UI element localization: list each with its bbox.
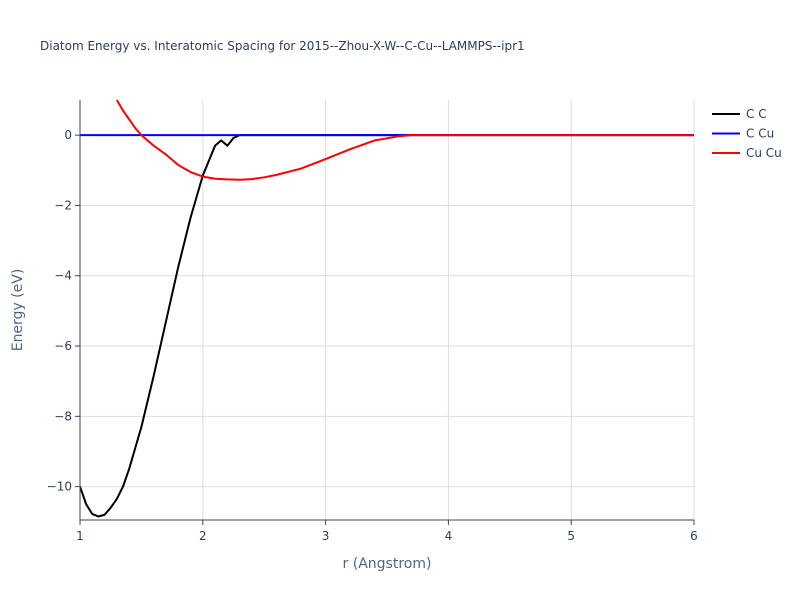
legend-item[interactable]: Cu Cu: [712, 146, 782, 160]
legend-item[interactable]: C Cu: [712, 127, 774, 141]
legend-label: Cu Cu: [746, 146, 782, 160]
y-tick-label: −10: [47, 480, 72, 494]
tick-labels: 1 2 3 4 5 6 0 −2 −4 −6 −8 −10: [47, 128, 698, 543]
x-tick-label: 2: [199, 529, 207, 543]
x-axis-title: r (Angstrom): [343, 556, 432, 572]
series-line-cu-cu: [115, 100, 694, 181]
legend-label: C Cu: [746, 127, 774, 141]
legend-label: C C: [746, 107, 767, 121]
y-tick-label: −8: [54, 409, 72, 423]
x-tick-label: 6: [690, 529, 698, 543]
x-tick-label: 4: [445, 529, 453, 543]
series-line-c-c: [80, 134, 694, 518]
grid: [80, 100, 695, 520]
legend-item[interactable]: C C: [712, 107, 767, 121]
y-axis-title: Energy (eV): [10, 269, 26, 352]
y-tick-label: 0: [64, 128, 72, 142]
y-tick-label: −2: [54, 198, 72, 212]
chart-title: Diatom Energy vs. Interatomic Spacing fo…: [40, 39, 525, 53]
x-tick-label: 1: [76, 529, 84, 543]
y-tick-label: −6: [54, 339, 72, 353]
x-tick-label: 5: [567, 529, 575, 543]
x-tick-label: 3: [322, 529, 330, 543]
series-lines: [80, 100, 694, 518]
legend: C C C Cu Cu Cu: [712, 107, 782, 160]
y-tick-label: −4: [54, 269, 72, 283]
axes: [75, 100, 695, 525]
